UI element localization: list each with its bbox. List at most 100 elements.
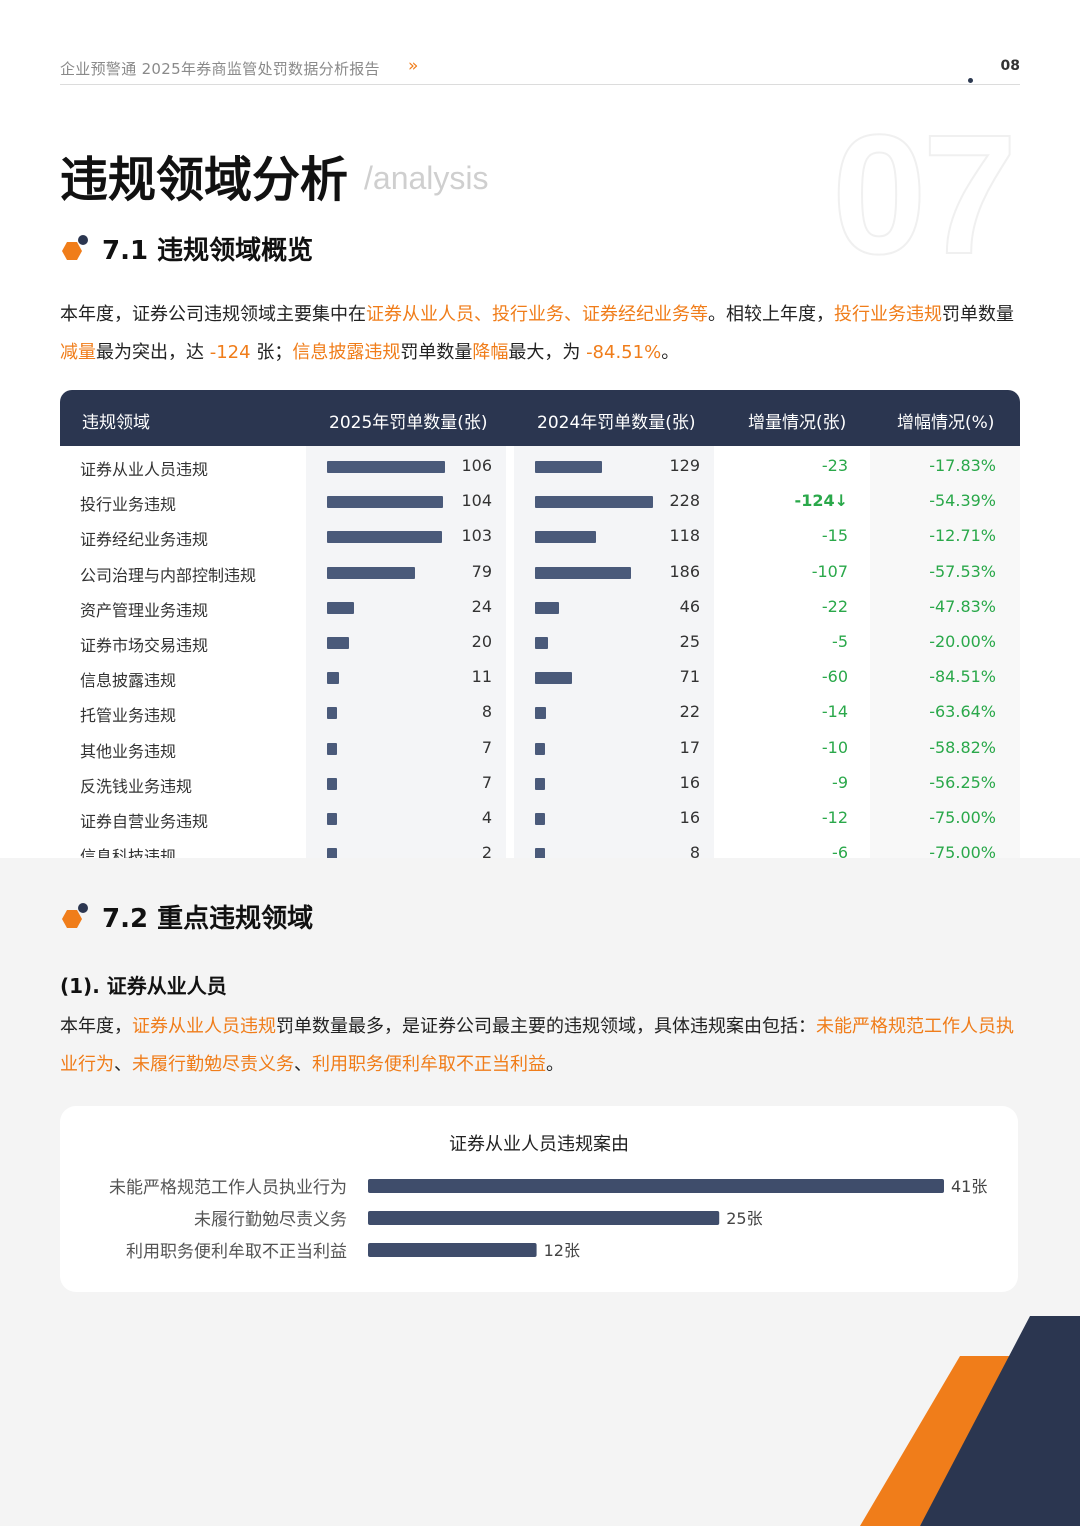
- highlight-text: 未履行勤勉尽责义务: [132, 1054, 294, 1075]
- field-name: 证券经纪业务违规: [80, 530, 209, 550]
- category-label: 利用职务便利牟取不正当利益: [126, 1242, 347, 1262]
- body-text: 、: [294, 1054, 312, 1075]
- data-label: 25张: [726, 1209, 762, 1228]
- increment-text: -10: [821, 737, 848, 757]
- body-text: 罚单数量最多，是证券公司最主要的违规领域，具体违规案由包括：: [276, 1016, 816, 1037]
- bar-2024: [535, 601, 559, 614]
- chart-bar: [368, 1179, 944, 1193]
- increment-value: -60: [760, 667, 848, 686]
- field-name: 证券市场交易违规: [80, 636, 209, 655]
- table-row: 投行业务违规 104 228 -124↓ -54.39%: [60, 484, 1020, 519]
- body-text: 罚单数量: [942, 304, 1014, 325]
- increment-value: -5: [760, 632, 848, 651]
- body-text: 罚单数量: [400, 342, 473, 363]
- growth-value: -20.00%: [929, 632, 996, 651]
- category-label: 未履行勤勉尽责义务: [194, 1210, 347, 1230]
- highlight-text: 证券从业人员违规: [132, 1016, 276, 1037]
- increment-value: -9: [760, 773, 848, 792]
- table-row: 证券市场交易违规 20 25 -5 -20.00%: [60, 625, 1020, 660]
- highlight-text: 降幅: [472, 342, 509, 363]
- growth-value: -54.39%: [929, 491, 996, 511]
- bar-2025: [327, 531, 442, 544]
- value-2024: 16: [679, 772, 700, 792]
- body-text: 。: [546, 1054, 564, 1075]
- body-text: 本年度，: [60, 1016, 132, 1037]
- value-2024: 71: [679, 667, 700, 687]
- increment-value: -14: [760, 702, 848, 721]
- highlight-text: 证券从业人员、投行业务、证券经纪业务等: [366, 304, 708, 325]
- section1-paragraph: 本年度，证券公司违规领域主要集中在证券从业人员、投行业务、证券经纪业务等。相较上…: [60, 296, 1020, 372]
- bar-2025: [327, 742, 337, 755]
- increment-text: -5: [832, 632, 848, 651]
- highlight-text: 信息披露违规: [292, 342, 401, 363]
- increment-text: -14: [821, 702, 848, 722]
- field-name: 投行业务违规: [80, 495, 177, 515]
- growth-value: -84.51%: [929, 667, 996, 687]
- violation-table: 违规领域 2025年罚单数量(张) 2024年罚单数量(张) 增量情况(张) 增…: [60, 390, 1020, 858]
- page-title: 违规领域分析: [60, 152, 349, 208]
- field-name: 公司治理与内部控制违规: [80, 565, 257, 585]
- column-bg-pct: [870, 446, 1020, 858]
- increment-text: -60: [821, 667, 848, 687]
- header-field: 违规领域: [82, 413, 150, 433]
- value-2025: 7: [481, 737, 492, 757]
- body-text: 。: [661, 342, 680, 363]
- field-name: 资产管理业务违规: [80, 600, 209, 620]
- chevron-right-icon: »: [408, 56, 419, 76]
- reasons-chart: 证券从业人员违规案由 未能严格规范工作人员执业行为 41张 未履行勤勉尽责义务 25张…: [60, 1106, 1018, 1292]
- bar-2024: [535, 813, 545, 825]
- increment-value: -23: [760, 456, 848, 475]
- table-row: 其他业务违规 7 17 -10 -58.82%: [60, 731, 1020, 766]
- value-2024: 8: [689, 843, 700, 858]
- bar-2024: [535, 777, 545, 790]
- bar-2025: [327, 601, 354, 614]
- table-row: 反洗钱业务违规 7 16 -9 -56.25%: [60, 766, 1020, 801]
- section-number-watermark: 07: [831, 100, 1018, 290]
- chart-title: 证券从业人员违规案由: [449, 1134, 629, 1155]
- value-2024: 129: [669, 456, 700, 475]
- value-2025: 20: [471, 632, 492, 651]
- field-name: 证券自营业务违规: [80, 812, 209, 831]
- highlight-text: -124: [209, 342, 251, 363]
- hexagon-icon: [62, 903, 88, 928]
- value-2025: 7: [481, 772, 492, 792]
- hexagon-icon: [62, 235, 88, 260]
- subsection-heading: (1). 证券从业人员: [60, 974, 227, 998]
- highlight-text: -84.51%: [586, 342, 662, 363]
- bar-2025: [327, 637, 350, 649]
- bar-2024: [535, 742, 545, 755]
- body-text: 张；: [250, 342, 293, 363]
- increment-text: -12: [821, 808, 848, 827]
- field-name: 托管业务违规: [80, 706, 177, 726]
- table-row: 信息科技违规 2 8 -6 -75.00%: [60, 836, 1020, 858]
- bar-2024: [535, 848, 545, 858]
- table-row: 资产管理业务违规 24 46 -22 -47.83%: [60, 590, 1020, 625]
- bar-2024: [535, 707, 547, 720]
- highlight-text: 投行业务违规: [834, 304, 942, 325]
- increment-text: -107: [811, 561, 848, 581]
- value-2024: 186: [669, 561, 700, 581]
- growth-value: -12.71%: [929, 526, 996, 546]
- header-increment: 增量情况(张): [748, 413, 847, 433]
- field-name: 信息披露违规: [80, 671, 177, 691]
- table-row: 证券从业人员违规 106 129 -23 -17.83%: [60, 449, 1020, 484]
- increment-value: -12: [760, 808, 848, 827]
- section-heading-text: 7.2 重点违规领域: [102, 904, 314, 934]
- header-divider: [60, 84, 1020, 85]
- table-row: 信息披露违规 11 71 -60 -84.51%: [60, 660, 1020, 695]
- growth-value: -63.64%: [929, 702, 996, 722]
- increment-text: -22: [821, 596, 848, 616]
- increment-value: -124↓: [760, 491, 848, 510]
- field-name: 其他业务违规: [80, 741, 177, 761]
- value-2024: 46: [679, 596, 700, 616]
- page-title-english: /analysis: [364, 160, 489, 196]
- value-2024: 22: [679, 702, 700, 722]
- value-2025: 2: [481, 843, 492, 858]
- header-2024: 2024年罚单数量(张): [537, 413, 696, 433]
- increment-text: -15: [821, 526, 848, 546]
- table-header: 违规领域 2025年罚单数量(张) 2024年罚单数量(张) 增量情况(张) 增…: [60, 390, 1020, 446]
- value-2025: 11: [471, 667, 492, 687]
- growth-value: -56.25%: [929, 772, 996, 792]
- increment-value: -15: [760, 526, 848, 545]
- growth-value: -75.00%: [929, 843, 996, 858]
